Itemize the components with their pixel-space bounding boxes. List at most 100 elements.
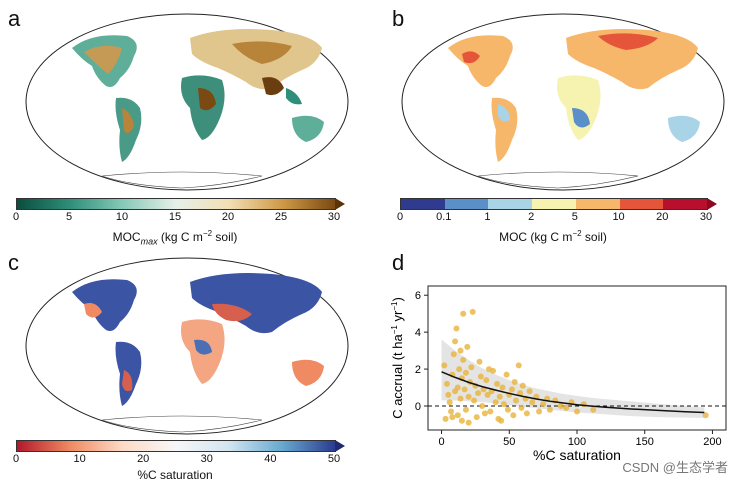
scatter-point bbox=[454, 384, 461, 391]
scatter-point bbox=[441, 362, 448, 369]
colorbar-a-arrow bbox=[335, 198, 345, 210]
scatter-point bbox=[454, 412, 461, 419]
scatter-point bbox=[702, 412, 709, 419]
scatter-point bbox=[510, 412, 517, 419]
scatter-point bbox=[499, 384, 506, 391]
scatter-point bbox=[462, 369, 469, 376]
cbar-c-tick: 40 bbox=[264, 453, 277, 465]
fit-line bbox=[441, 371, 705, 414]
scatter-point bbox=[574, 408, 580, 415]
land-c bbox=[72, 273, 324, 433]
scatter-point bbox=[546, 406, 553, 413]
cbar-c-tick: 30 bbox=[200, 453, 213, 465]
scatter-point bbox=[536, 408, 543, 415]
scatter-point bbox=[492, 399, 499, 406]
scatter-point bbox=[540, 401, 547, 408]
cbar-a-label-sup: −2 bbox=[202, 229, 213, 238]
scatter-point bbox=[504, 406, 511, 413]
watermark: CSDN @生态学者 bbox=[622, 460, 728, 475]
scatter-point bbox=[462, 406, 469, 413]
colorbar-b-arrow bbox=[707, 198, 717, 210]
scatter-point bbox=[500, 401, 507, 408]
scatter-point bbox=[477, 373, 484, 380]
colorbar-c-label: %C saturation bbox=[137, 468, 213, 482]
world-map-a-svg bbox=[25, 13, 349, 191]
cbar-b-label-end: soil) bbox=[581, 230, 607, 244]
colorbar-c-arrow bbox=[335, 440, 345, 452]
scatter-point bbox=[473, 414, 480, 421]
cbar-b-tick: 0 bbox=[396, 211, 404, 223]
cbar-a-label-sub: max bbox=[140, 236, 158, 247]
scatter-point bbox=[515, 362, 522, 369]
cbar-a-label-end: soil) bbox=[212, 230, 238, 244]
world-map-b-svg bbox=[401, 13, 725, 191]
cbar-c-tick: 10 bbox=[73, 453, 86, 465]
cbar-b-bin bbox=[488, 199, 533, 209]
scatter-point bbox=[511, 379, 518, 385]
cbar-b-tick: 1 bbox=[484, 211, 491, 223]
scatter-point bbox=[508, 386, 515, 393]
y-label-end: ) bbox=[390, 297, 405, 301]
cbar-b-bin bbox=[663, 199, 708, 209]
scatter-point bbox=[498, 417, 505, 424]
cbar-b-bin bbox=[444, 199, 489, 209]
land-b bbox=[448, 29, 700, 189]
scatter-point bbox=[465, 419, 472, 426]
cbar-a-tick: 5 bbox=[65, 211, 73, 223]
scatter-point bbox=[496, 393, 503, 400]
scatter-point bbox=[445, 391, 452, 398]
cbar-b-label-sup: −2 bbox=[572, 229, 582, 238]
cbar-b-bin bbox=[401, 199, 445, 209]
x-axis-label: %C saturation bbox=[533, 447, 621, 463]
scatter-point bbox=[476, 358, 483, 365]
x-tick-label: 200 bbox=[703, 436, 721, 448]
confidence-band bbox=[441, 339, 705, 418]
scatter-point bbox=[519, 382, 526, 389]
cbar-a-tick: 20 bbox=[221, 211, 235, 223]
y-label-sup: −1 bbox=[390, 325, 399, 335]
cbar-a-label-main: MOC bbox=[112, 230, 141, 244]
x-ticks-group: 0 50 100 150 200 bbox=[438, 430, 722, 448]
cbar-a-tick: 10 bbox=[115, 211, 129, 223]
land-a bbox=[72, 29, 324, 189]
cbar-b-tick: 0.1 bbox=[436, 211, 452, 223]
scatter-point bbox=[443, 380, 450, 387]
scatter-point bbox=[450, 351, 457, 358]
cbar-b-bin bbox=[619, 199, 664, 209]
cbar-a-tick: 30 bbox=[327, 211, 341, 223]
x-tick-label: 150 bbox=[636, 436, 654, 448]
scatter-point bbox=[453, 325, 460, 332]
cbar-c-tick: 0 bbox=[12, 453, 20, 465]
scatter-point bbox=[469, 308, 476, 315]
scatter-point bbox=[458, 417, 465, 424]
colorbar-b-label: MOC (kg C m−2 soil) bbox=[400, 229, 706, 244]
confidence-band-group bbox=[441, 339, 705, 418]
colorbar-c bbox=[16, 440, 336, 452]
scatter-point bbox=[483, 377, 490, 384]
scatter-point bbox=[481, 410, 488, 417]
scatter-point bbox=[523, 410, 530, 417]
scatter-point bbox=[484, 391, 491, 398]
x-tick-label: 0 bbox=[438, 436, 444, 448]
map-a bbox=[22, 8, 352, 201]
scatter-point bbox=[517, 390, 524, 397]
fit-line-group bbox=[441, 371, 705, 414]
scatter-point bbox=[457, 395, 464, 402]
panel-letter-c: c bbox=[8, 250, 19, 275]
cbar-a-tick: 25 bbox=[274, 211, 288, 223]
cbar-b-tick: 10 bbox=[612, 211, 625, 223]
scatter-point bbox=[452, 338, 459, 345]
scatter-point bbox=[461, 386, 468, 393]
scatter-point bbox=[471, 397, 478, 404]
cbar-b-label-main: MOC (kg C m bbox=[499, 230, 573, 244]
cbar-b-tick: 2 bbox=[528, 211, 535, 223]
panel-letter-d: d bbox=[392, 250, 405, 275]
x-tick-label: 50 bbox=[503, 436, 515, 448]
cbar-b-tick: 5 bbox=[571, 211, 578, 223]
scatter-point bbox=[526, 388, 533, 395]
scatter-point bbox=[475, 390, 482, 397]
cbar-b-tick: 20 bbox=[656, 211, 669, 223]
scatter-point bbox=[529, 399, 536, 406]
y-tick-label: 2 bbox=[415, 364, 421, 376]
cbar-b-bin bbox=[575, 199, 620, 209]
